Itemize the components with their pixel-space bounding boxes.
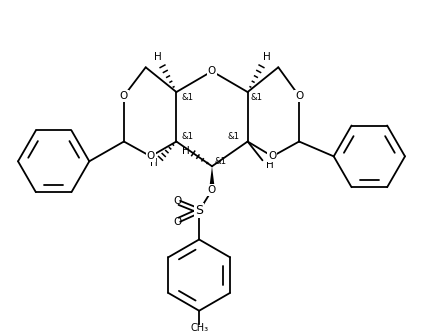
Text: H: H bbox=[153, 52, 162, 62]
Text: O: O bbox=[268, 152, 276, 162]
Text: CH₃: CH₃ bbox=[190, 323, 208, 333]
Text: O: O bbox=[120, 91, 128, 101]
Text: O: O bbox=[173, 196, 181, 206]
Text: O: O bbox=[208, 66, 216, 76]
Text: H: H bbox=[182, 147, 190, 157]
Text: &1: &1 bbox=[181, 94, 193, 103]
Text: O: O bbox=[173, 217, 181, 227]
Text: H: H bbox=[265, 160, 273, 170]
Text: &1: &1 bbox=[181, 132, 193, 141]
Text: O: O bbox=[147, 152, 155, 162]
Text: O: O bbox=[208, 185, 216, 195]
Text: &1: &1 bbox=[215, 157, 227, 166]
Text: &1: &1 bbox=[228, 132, 240, 141]
Text: H: H bbox=[150, 158, 157, 168]
Text: O: O bbox=[295, 91, 303, 101]
Text: S: S bbox=[195, 204, 203, 217]
Text: &1: &1 bbox=[251, 94, 263, 103]
Polygon shape bbox=[209, 166, 215, 190]
Text: H: H bbox=[262, 52, 271, 62]
